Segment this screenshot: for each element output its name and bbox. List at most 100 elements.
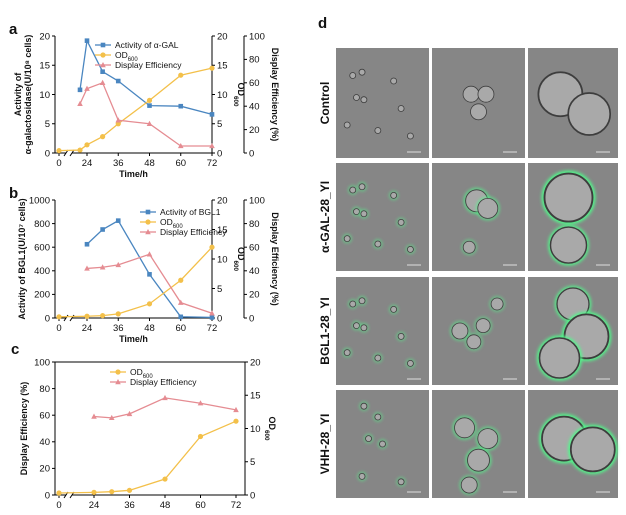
- yeast-cell: [406, 359, 414, 367]
- fluorescent-cell-halo: [359, 402, 369, 411]
- panel-a-x-tick-label: 24: [82, 158, 93, 169]
- panel-b-y-display-axis-tick-label: 100: [249, 195, 265, 206]
- panel-a-y-left-axis-tick-label: 5: [45, 119, 50, 130]
- yeast-cell: [360, 402, 368, 410]
- panel-b-series-0-point: [100, 227, 105, 232]
- fluorescent-cell-halo: [489, 296, 505, 312]
- panel-c-letter: c: [11, 341, 19, 358]
- panel-b-y-od-axis-tick-label: 0: [217, 313, 222, 324]
- panel-c-y-right-axis-tick-label: 20: [250, 357, 261, 368]
- panel-a-y-display-axis-tick-label: 0: [249, 148, 254, 159]
- yeast-cell: [397, 332, 405, 340]
- panel-b-series-1-line: [58, 246, 213, 318]
- yeast-cell: [477, 85, 495, 103]
- micrograph-tile: [432, 48, 525, 158]
- panel-a-series-0-point: [100, 69, 105, 74]
- panel-d-row-label: VHH-28_YI: [318, 414, 332, 475]
- panel-b-y-od-axis-tick-label: 20: [217, 195, 228, 206]
- yeast-cell: [353, 94, 360, 101]
- panel-c-legend-marker: [115, 379, 121, 385]
- panel-d-row-label: Control: [318, 82, 332, 125]
- yeast-cell: [397, 478, 405, 486]
- panel-a-y-display-axis-tick-label: 60: [249, 78, 260, 89]
- yeast-cell: [475, 318, 491, 334]
- yeast-cell: [358, 472, 366, 480]
- fluorescent-cell-halo: [373, 412, 383, 422]
- panel-b-x-tick-label: 36: [113, 323, 124, 334]
- panel-b-legend-marker: [145, 209, 151, 215]
- panel-c-series-0-point: [233, 418, 239, 424]
- yeast-cell: [567, 92, 612, 136]
- panel-b-x-tick-label: 72: [207, 323, 218, 334]
- panel-a-axis-break-gap: [66, 150, 72, 156]
- chart-b: b0 24 36 48 60 72Time/h0200400600800100005101…: [9, 185, 280, 344]
- panel-b-series-2-line: [86, 253, 213, 314]
- panel-a-series-1-point: [56, 148, 62, 154]
- panel-a-series-1-point: [178, 72, 184, 78]
- panel-c-series-1-line: [93, 397, 237, 419]
- fluorescent-cell-halo: [359, 209, 369, 218]
- yeast-cell: [349, 186, 357, 194]
- micrograph-tile: [336, 277, 429, 385]
- fluorescent-cell-halo: [474, 317, 492, 334]
- fluorescent-cell-halo: [357, 296, 367, 305]
- yeast-cell: [477, 197, 499, 219]
- fluorescent-cell-halo: [389, 305, 398, 314]
- panel-a-legend-marker: [100, 62, 106, 68]
- fluorescent-cell-halo: [342, 348, 352, 357]
- panel-b-legend-label: Activity of BGL1: [160, 207, 221, 217]
- panel-a-series-2-point: [99, 79, 106, 85]
- panel-c-series-0-point: [91, 489, 97, 495]
- microscopy-panel-d: d Control α-GAL-28_YI BGL1-28_YI VHH-28_YI: [318, 15, 618, 498]
- panel-a-series-0-point: [178, 103, 184, 109]
- panel-b-series-1-point: [178, 277, 184, 283]
- panel-c-y-right-label: OD600: [264, 416, 278, 441]
- yeast-cell: [343, 235, 351, 243]
- yeast-cell: [390, 77, 398, 85]
- panel-a-x-tick-label: 72: [207, 158, 218, 169]
- yeast-cell: [358, 183, 366, 191]
- fluorescent-cell-halo: [453, 416, 477, 440]
- yeast-cell: [397, 105, 405, 112]
- fluorescent-cell-halo: [459, 475, 479, 495]
- panel-a-y-left-label: Activity of: [13, 72, 23, 117]
- panel-c-y-right-axis-tick-label: 10: [250, 424, 261, 435]
- panel-b-y-od-label: OD600: [233, 247, 247, 272]
- panel-a-letter: a: [9, 21, 18, 38]
- panel-c-legend-label: OD600: [130, 367, 153, 380]
- fluorescent-cell-halo: [357, 472, 367, 481]
- panel-a-series-1-point: [77, 147, 83, 153]
- panel-a-x-tick-label: 60: [175, 158, 186, 169]
- panel-b-series-2-point: [146, 251, 153, 257]
- panel-b-series-1-point: [84, 313, 90, 319]
- yeast-cell: [406, 132, 414, 140]
- panel-d-letter: d: [318, 15, 327, 32]
- yeast-cell: [406, 245, 414, 253]
- panel-a-series-2-point: [115, 117, 122, 123]
- panel-b-y-od-axis-tick-label: 5: [217, 284, 222, 295]
- fluorescent-cell-halo: [352, 321, 361, 330]
- fluorescent-cell-halo: [450, 321, 470, 341]
- panel-b-y-left-axis-tick-label: 200: [34, 290, 50, 301]
- fluorescent-cell-halo: [364, 434, 373, 443]
- panel-a-x-tick-label: 0: [56, 158, 61, 169]
- panel-b-x-tick-label: 0: [56, 323, 61, 334]
- panel-a-y-od-axis-tick-label: 10: [217, 90, 228, 101]
- panel-b-series-0-point: [209, 315, 215, 320]
- panel-d-row-label: α-GAL-28_YI: [318, 181, 332, 253]
- panel-c-x-tick-label: 36: [124, 500, 135, 511]
- fluorescent-cell-halo: [357, 182, 367, 191]
- panel-a-y-od-axis-tick-label: 20: [217, 31, 228, 42]
- chart-a: a 0 24 36 48 60 72 Time/h 0 5 10 15 20 0 5 10 15 20 0 20 40 6…: [9, 21, 280, 179]
- panel-c-series-1-point: [197, 400, 204, 406]
- panel-c-legend-label: Display Efficiency: [130, 377, 197, 387]
- panel-b-y-left-axis-tick-label: 0: [45, 313, 50, 324]
- panel-b-x-tick-label: 24: [82, 323, 93, 334]
- panel-b-series-2-point: [99, 264, 106, 270]
- panel-b-y-display-axis-tick-label: 20: [249, 290, 260, 301]
- fluorescent-cell-halo: [373, 239, 383, 249]
- panel-b-series-1-point: [100, 313, 106, 319]
- panel-a-axis-break-mark: [69, 149, 75, 157]
- panel-c-y-left-label: Display Efficiency (%): [19, 382, 29, 476]
- fluorescent-cell-halo: [348, 185, 357, 195]
